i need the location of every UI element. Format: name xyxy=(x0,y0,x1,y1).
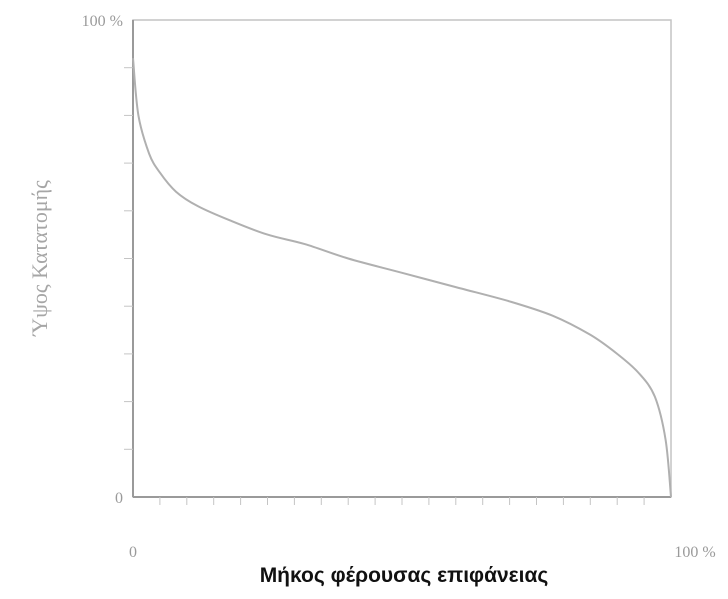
y-tick-label: 100 % xyxy=(82,13,123,30)
y-axis-label: Ύψος Κατατομής xyxy=(27,180,52,337)
tick-labels: 0 100 % 0 100 % xyxy=(82,13,716,561)
minor-ticks xyxy=(124,67,645,505)
x-tick-label: 0 xyxy=(129,544,137,561)
x-tick-label: 100 % xyxy=(674,544,715,561)
y-tick-label: 0 xyxy=(115,490,123,507)
x-axis-label: Μήκος φέρουσας επιφάνειας xyxy=(260,564,549,587)
plot-frame xyxy=(132,19,672,498)
series-line xyxy=(132,58,672,498)
